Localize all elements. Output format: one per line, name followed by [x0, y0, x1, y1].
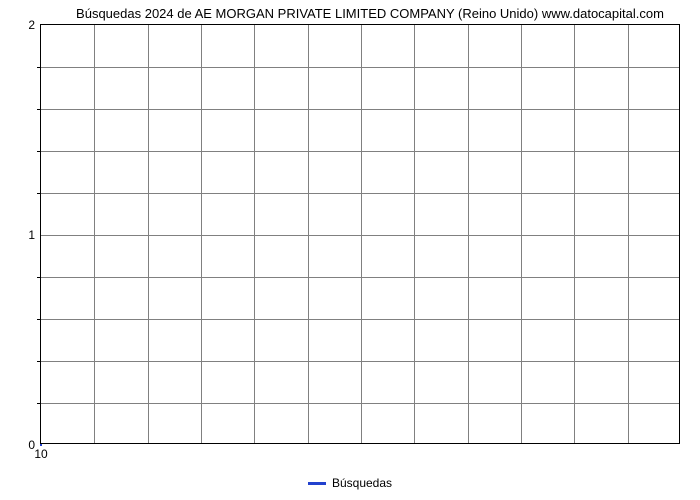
legend-swatch — [308, 482, 326, 485]
y-minor-tick — [37, 361, 41, 362]
gridline-vertical — [94, 25, 95, 443]
legend: Búsquedas — [0, 476, 700, 490]
gridline-horizontal — [41, 319, 679, 320]
gridline-vertical — [148, 25, 149, 443]
gridline-horizontal — [41, 403, 679, 404]
y-minor-tick — [37, 403, 41, 404]
y-minor-tick — [37, 319, 41, 320]
gridline-horizontal — [41, 361, 679, 362]
y-minor-tick — [37, 151, 41, 152]
y-tick-label: 1 — [28, 228, 35, 242]
y-minor-tick — [37, 277, 41, 278]
data-point — [40, 444, 42, 446]
legend-label: Búsquedas — [332, 476, 392, 490]
y-minor-tick — [37, 193, 41, 194]
gridline-vertical — [308, 25, 309, 443]
gridline-vertical — [361, 25, 362, 443]
y-tick-label: 2 — [28, 18, 35, 32]
gridline-vertical — [254, 25, 255, 443]
chart-title: Búsquedas 2024 de AE MORGAN PRIVATE LIMI… — [50, 6, 690, 21]
chart-container: Búsquedas 2024 de AE MORGAN PRIVATE LIMI… — [0, 0, 700, 500]
plot-area: 01210 — [40, 24, 680, 444]
gridline-horizontal — [41, 235, 679, 236]
gridline-horizontal — [41, 67, 679, 68]
gridline-horizontal — [41, 193, 679, 194]
gridline-vertical — [574, 25, 575, 443]
gridline-horizontal — [41, 277, 679, 278]
y-minor-tick — [37, 67, 41, 68]
gridline-vertical — [521, 25, 522, 443]
gridline-horizontal — [41, 109, 679, 110]
gridline-horizontal — [41, 151, 679, 152]
gridline-vertical — [468, 25, 469, 443]
y-minor-tick — [37, 109, 41, 110]
x-tick-label: 10 — [34, 447, 47, 461]
gridline-vertical — [201, 25, 202, 443]
gridline-vertical — [628, 25, 629, 443]
gridline-vertical — [414, 25, 415, 443]
